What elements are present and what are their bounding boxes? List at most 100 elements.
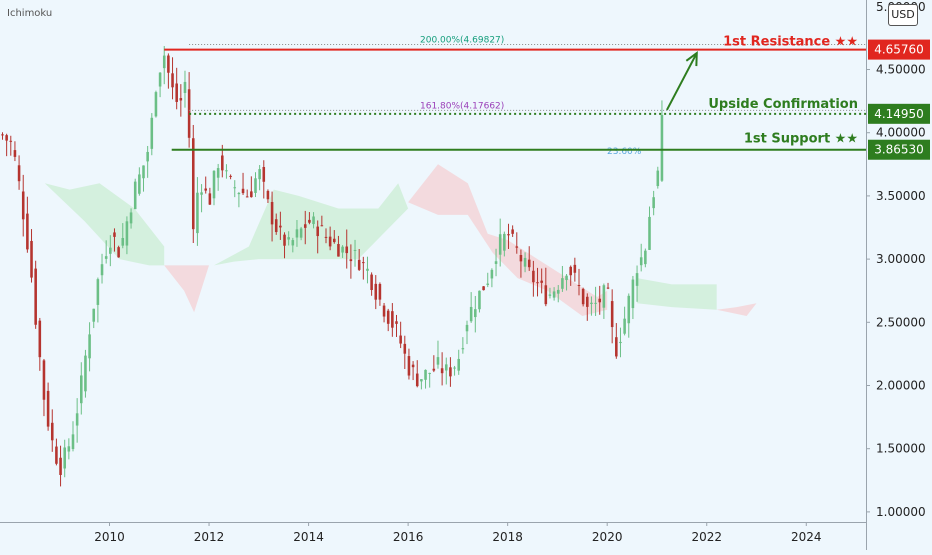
- candle-body: [283, 234, 286, 246]
- candle-body: [75, 413, 79, 426]
- candle-body: [627, 295, 631, 324]
- candle-body: [333, 238, 336, 243]
- y-tick-label: 3.00000: [876, 252, 926, 266]
- candle-body: [503, 233, 506, 251]
- candle-body: [391, 311, 394, 328]
- candle-body: [606, 287, 610, 289]
- candle-body: [146, 151, 149, 162]
- candle-body: [167, 55, 170, 73]
- x-tick-label: 2010: [94, 530, 125, 544]
- candle-body: [196, 192, 199, 234]
- candle-body: [129, 212, 133, 224]
- candle-body: [345, 246, 349, 254]
- candle-body: [573, 264, 577, 273]
- candle-body: [171, 73, 174, 88]
- candle-body: [104, 256, 108, 259]
- candle-body: [287, 237, 290, 240]
- candle-body: [648, 216, 651, 250]
- candle-body: [5, 135, 8, 141]
- candle-body: [200, 192, 203, 195]
- candle-body: [623, 318, 626, 334]
- y-tick-label: 1.00000: [876, 505, 926, 519]
- candle-body: [121, 237, 125, 246]
- candle-body: [316, 226, 319, 237]
- candle-body: [258, 169, 261, 180]
- candle-body: [548, 294, 552, 296]
- candle-body: [515, 246, 519, 248]
- fibonacci-levels: 200.00%(4.69827) 161.80%(4.17662) 23.60%: [189, 35, 866, 157]
- candle-body: [453, 367, 456, 369]
- candle-body: [88, 334, 91, 359]
- level-price-badge: [868, 139, 930, 160]
- candle-body: [142, 165, 145, 179]
- projection-arrow: [666, 51, 698, 111]
- candle-body: [399, 335, 402, 344]
- candle-body: [9, 140, 13, 142]
- fib-level-label: 23.60%: [607, 147, 642, 157]
- candle-body: [652, 197, 655, 209]
- candle-body: [38, 320, 42, 358]
- candle-body: [125, 221, 129, 246]
- candle-body: [262, 166, 266, 182]
- candle-body: [337, 244, 340, 257]
- fib-level-label: 200.00%(4.69827): [420, 35, 504, 45]
- candle-body: [656, 170, 660, 187]
- candle-body: [561, 278, 564, 289]
- candle-body: [1, 134, 4, 136]
- candle-body: [80, 375, 83, 404]
- cloud-bull-area: [214, 183, 409, 266]
- candle-body: [635, 273, 639, 286]
- candle-body: [552, 291, 556, 298]
- level-label-support: 1st Support ★★: [744, 132, 858, 147]
- cloud-bull-area: [637, 278, 717, 310]
- candle-body: [490, 269, 494, 279]
- candle-body: [100, 264, 104, 276]
- candle-body: [291, 240, 295, 246]
- candle-body: [154, 92, 158, 117]
- candle-body: [138, 174, 141, 194]
- candle-body: [266, 190, 270, 200]
- currency-button[interactable]: USD: [888, 4, 918, 26]
- candle-body: [540, 280, 543, 283]
- candle-body: [179, 98, 183, 101]
- candle-body: [30, 240, 33, 278]
- candle-body: [411, 364, 415, 368]
- candle-body: [109, 247, 112, 254]
- level-price-text: 3.86530: [874, 143, 924, 157]
- ichimoku-cloud: [44, 164, 757, 316]
- candle-body: [92, 308, 96, 322]
- candle-body: [212, 170, 216, 199]
- candle-body: [386, 310, 390, 324]
- level-price-text: 4.14950: [874, 107, 924, 121]
- candle-body: [374, 283, 378, 300]
- x-tick-label: 2020: [592, 530, 623, 544]
- candle-body: [382, 305, 386, 317]
- candle-body: [444, 364, 448, 371]
- candle-body: [26, 213, 29, 250]
- candle-body: [183, 81, 187, 93]
- candle-body: [428, 372, 431, 374]
- candle-body: [245, 196, 249, 198]
- candle-body: [366, 268, 369, 271]
- candle-body: [295, 229, 299, 238]
- candle-body: [478, 290, 481, 310]
- indicator-label: Ichimoku: [7, 8, 53, 19]
- candle-body: [63, 447, 66, 469]
- level-price-text: 4.65760: [874, 43, 924, 57]
- candle-body: [610, 301, 614, 328]
- candle-body: [341, 246, 344, 253]
- candle-body: [532, 270, 535, 283]
- candle-body: [586, 296, 589, 307]
- candle-body: [353, 249, 357, 251]
- candle-body: [544, 285, 548, 305]
- candle-body: [527, 259, 531, 268]
- candle-body: [204, 188, 208, 191]
- y-tick-label: 1.50000: [876, 442, 926, 456]
- candle-body: [303, 224, 307, 228]
- candle-body: [225, 170, 228, 172]
- level-price-badge: [868, 103, 930, 124]
- candle-body: [644, 250, 647, 265]
- candle-body: [494, 261, 498, 264]
